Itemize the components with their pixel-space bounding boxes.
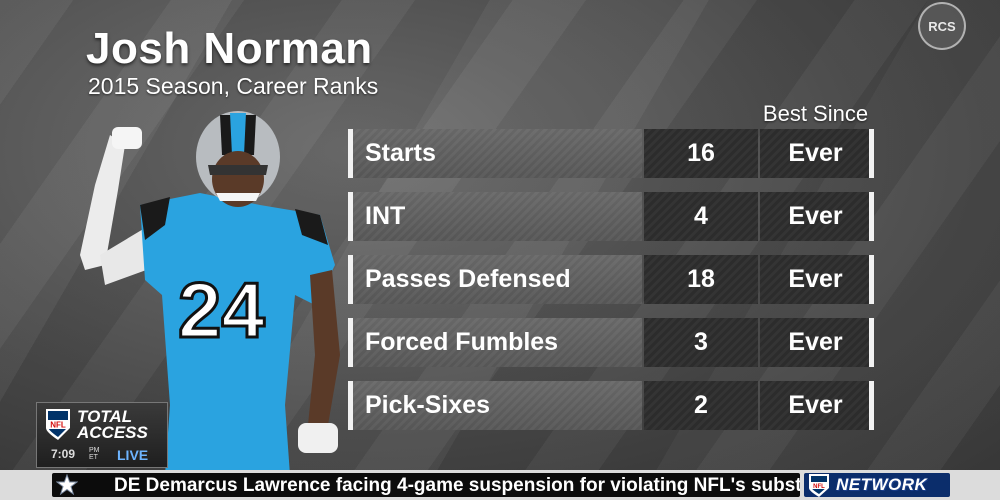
- best-since-column-header: Best Since: [762, 101, 869, 126]
- news-ticker: DE Demarcus Lawrence facing 4-game suspe…: [0, 470, 1000, 500]
- stat-value: 4: [644, 192, 758, 241]
- row-bracket-left: [348, 129, 353, 178]
- ticker-headline: DE Demarcus Lawrence facing 4-game suspe…: [114, 475, 800, 496]
- row-bracket-left: [348, 318, 353, 367]
- rcs-badge: RCS: [918, 2, 966, 50]
- cowboys-star-icon: [56, 474, 78, 496]
- total-access-line2: ACCESS: [77, 423, 148, 442]
- stat-best-since: Ever: [760, 255, 871, 304]
- stat-best-since: Ever: [760, 381, 871, 430]
- clock-et: ET: [89, 454, 98, 461]
- ticker-headline-bar: DE Demarcus Lawrence facing 4-game suspe…: [52, 473, 800, 497]
- row-bracket-right: [869, 255, 874, 304]
- row-bracket-left: [348, 255, 353, 304]
- stat-best-since: Ever: [760, 129, 871, 178]
- live-indicator: LIVE: [117, 447, 149, 463]
- clock-timezone: PM ET: [89, 447, 100, 461]
- subtitle: 2015 Season, Career Ranks: [88, 73, 379, 99]
- svg-text:NFL: NFL: [50, 421, 66, 430]
- player-name-title: Josh Norman: [86, 24, 373, 73]
- jersey-number: 24: [178, 266, 265, 354]
- stat-label: INT: [353, 192, 642, 241]
- stat-row-pick-sixes: Pick-Sixes 2 Ever: [348, 381, 874, 430]
- stat-row-passes-defensed: Passes Defensed 18 Ever: [348, 255, 874, 304]
- stat-label: Pick-Sixes: [353, 381, 642, 430]
- total-access-line1: TOTAL: [77, 407, 133, 426]
- stat-label: Forced Fumbles: [353, 318, 642, 367]
- row-bracket-right: [869, 192, 874, 241]
- row-bracket-left: [348, 381, 353, 430]
- stat-value: 2: [644, 381, 758, 430]
- nfl-network-logo-text: NETWORK: [836, 475, 928, 494]
- player-image: 24: [80, 111, 340, 475]
- stat-row-int: INT 4 Ever: [348, 192, 874, 241]
- total-access-logo: NFL TOTAL ACCESS 7:09 PM ET LIVE: [36, 402, 168, 468]
- nfl-shield-icon: NFL: [46, 409, 70, 440]
- stat-label: Starts: [353, 129, 642, 178]
- stat-value: 16: [644, 129, 758, 178]
- row-bracket-left: [348, 192, 353, 241]
- svg-text:NFL: NFL: [813, 484, 825, 490]
- stat-row-forced-fumbles: Forced Fumbles 3 Ever: [348, 318, 874, 367]
- clock-time: 7:09: [51, 447, 76, 461]
- row-bracket-right: [869, 129, 874, 178]
- nfl-network-shield-icon: NFL: [809, 474, 829, 497]
- row-bracket-right: [869, 381, 874, 430]
- clock-pm: PM: [89, 447, 100, 454]
- row-bracket-right: [869, 318, 874, 367]
- stat-best-since: Ever: [760, 318, 871, 367]
- stat-value: 18: [644, 255, 758, 304]
- stats-table: Starts 16 Ever INT 4 Ever Passes Defense…: [348, 129, 874, 444]
- stat-row-starts: Starts 16 Ever: [348, 129, 874, 178]
- stat-value: 3: [644, 318, 758, 367]
- stat-best-since: Ever: [760, 192, 871, 241]
- stat-label: Passes Defensed: [353, 255, 642, 304]
